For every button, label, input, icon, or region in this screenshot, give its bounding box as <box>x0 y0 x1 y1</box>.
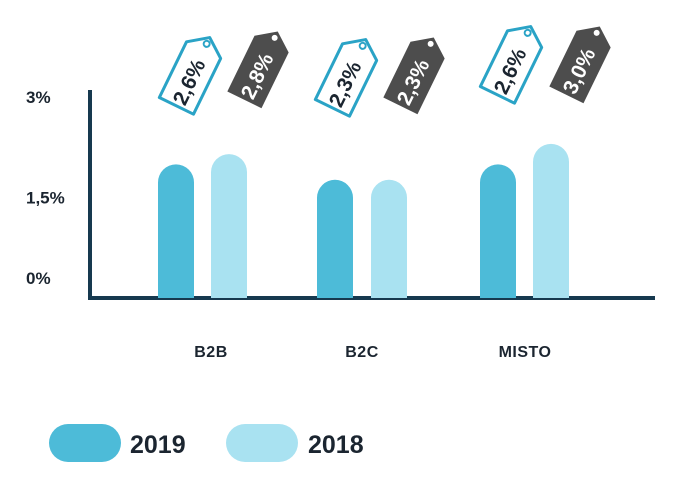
bar-b2c-2018 <box>371 179 407 298</box>
tag-shape <box>313 38 379 118</box>
tag-shape <box>549 26 611 104</box>
y-tick-labels: 3% 1,5% 0% <box>26 88 65 288</box>
y-tick-label: 3% <box>26 88 51 107</box>
tag-hole <box>271 34 278 41</box>
legend-swatch-2019 <box>49 424 121 462</box>
category-labels: B2B B2C MISTO <box>194 344 551 361</box>
value-tags: 2,6% 2,3% 2,6%2,8% 2,3% 3,0% <box>157 25 611 118</box>
category-label-b2b: B2B <box>194 344 228 361</box>
legend: 2019 2018 <box>49 424 364 462</box>
value-tag-b2c-2018: 2,3% <box>383 37 445 115</box>
tag-hole <box>358 41 367 50</box>
value-tag-misto-2018: 3,0% <box>549 26 611 104</box>
tag-shape <box>227 31 289 109</box>
tag-shape <box>478 25 544 105</box>
bar-misto-2019 <box>480 164 516 298</box>
tag-hole <box>593 29 600 36</box>
bar-b2b-2019 <box>158 164 194 298</box>
legend-swatch-2018 <box>226 424 298 462</box>
tag-shape <box>157 36 223 116</box>
bar-b2c-2019 <box>317 179 353 298</box>
tag-shape <box>383 37 445 115</box>
tag-hole <box>523 28 532 37</box>
tag-hole <box>427 40 434 47</box>
value-tag-misto-2019: 2,6% <box>478 25 544 105</box>
category-label-b2c: B2C <box>345 344 379 361</box>
y-tick-label: 1,5% <box>26 189 65 208</box>
y-tick-label: 0% <box>26 269 51 288</box>
bars <box>158 143 569 298</box>
legend-label-2019: 2019 <box>130 431 186 459</box>
value-tag-b2b-2018: 2,8% <box>227 31 289 109</box>
tag-hole <box>202 39 211 48</box>
legend-label-2018: 2018 <box>308 431 364 459</box>
value-tag-b2b-2019: 2,6% <box>157 36 223 116</box>
bar-misto-2018 <box>533 143 569 298</box>
category-label-misto: MISTO <box>499 344 552 361</box>
bar-b2b-2018 <box>211 154 247 298</box>
value-tag-b2c-2019: 2,3% <box>313 38 379 118</box>
